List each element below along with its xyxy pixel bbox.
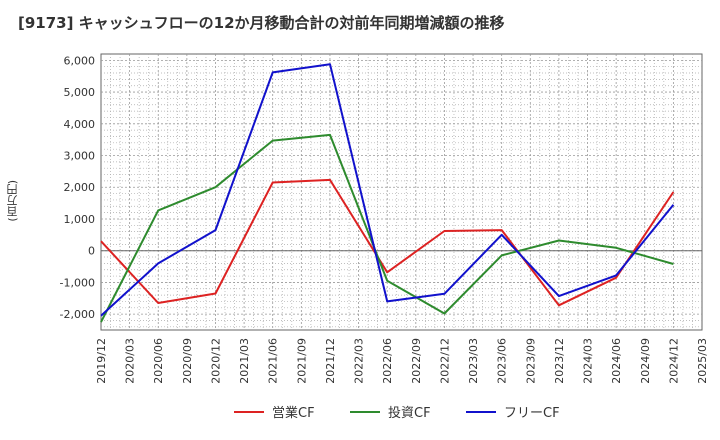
x-tick-label: 2022/06: [381, 338, 394, 384]
x-tick-label: 2021/09: [295, 338, 308, 384]
x-tick-label: 2023/12: [553, 338, 566, 384]
x-tick-label: 2020/09: [181, 338, 194, 384]
x-tick-label: 2024/09: [639, 338, 652, 384]
y-tick-label: 0: [88, 245, 95, 258]
y-tick-label: -2,000: [60, 308, 95, 321]
x-tick-label: 2025/03: [696, 338, 709, 384]
x-tick-label: 2024/06: [610, 338, 623, 384]
x-tick-label: 2020/12: [209, 338, 222, 384]
x-tick-label: 2023/03: [467, 338, 480, 384]
x-tick-label: 2024/03: [582, 338, 595, 384]
x-tick-label: 2022/12: [438, 338, 451, 384]
legend-label: 投資CF: [388, 405, 431, 421]
y-tick-label: 3,000: [64, 150, 96, 163]
y-tick-label: -1,000: [60, 276, 95, 289]
y-tick-label: 2,000: [64, 181, 96, 194]
y-tick-label: 4,000: [64, 118, 96, 131]
y-tick-label: 6,000: [64, 54, 96, 67]
legend-label: 営業CF: [272, 405, 315, 421]
x-tick-label: 2023/09: [524, 338, 537, 384]
x-tick-label: 2024/12: [667, 338, 680, 384]
x-tick-label: 2021/03: [238, 338, 251, 384]
x-tick-label: 2020/03: [124, 338, 137, 384]
legend-label: フリーCF: [504, 406, 560, 421]
x-tick-label: 2019/12: [95, 338, 108, 384]
x-tick-label: 2022/09: [410, 338, 423, 384]
y-tick-label: 1,000: [64, 213, 96, 226]
chart-title: [9173] キャッシュフローの12か月移動合計の対前年同期増減額の推移: [18, 14, 505, 32]
y-tick-label: 5,000: [64, 86, 96, 99]
x-tick-label: 2020/06: [152, 338, 165, 384]
x-tick-label: 2021/06: [267, 338, 280, 384]
x-tick-label: 2022/03: [353, 338, 366, 384]
x-tick-label: 2023/06: [496, 338, 509, 384]
x-tick-label: 2021/12: [324, 338, 337, 384]
